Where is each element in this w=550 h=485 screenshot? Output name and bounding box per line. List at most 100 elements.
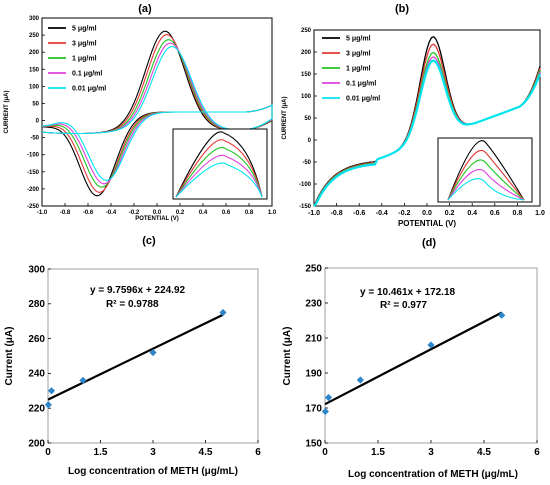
panel-d: (d) 150 170 190 210 230 250 0 1.5 3 4.5 6 y = 10.… [282, 237, 540, 480]
data-point [219, 308, 227, 317]
plot-d-equation: y = 10.461x + 172.18 [360, 287, 456, 298]
x-tick-label: 4.5 [477, 447, 491, 458]
y-tick-label: -200 [27, 187, 40, 193]
x-tick-label: -0.2 [398, 210, 410, 217]
plot-b-yticks: -150 -100 -50 0 50 100 150 200 250 [299, 28, 317, 210]
inset-curve [175, 147, 263, 198]
x-tick-label: 0 [45, 447, 51, 458]
y-tick-label: 300 [29, 16, 40, 22]
inset-curve [447, 178, 525, 201]
y-tick-label: 0 [36, 119, 40, 125]
x-tick-label: -0.4 [106, 210, 117, 216]
plot-d-ylabel: Current (μA) [282, 327, 293, 386]
y-tick-label: -100 [299, 182, 312, 188]
x-tick-label: 0 [322, 447, 328, 458]
y-tick-label: -150 [299, 204, 312, 210]
plot-b-inset [437, 137, 533, 203]
x-tick-label: 0.6 [222, 210, 231, 216]
y-tick-label: 250 [301, 28, 312, 34]
inset-curve [175, 139, 263, 198]
legend-label: 0.1 μg/ml [72, 70, 102, 77]
x-tick-label: 3 [150, 447, 156, 458]
inset-curve [447, 168, 525, 201]
data-point [324, 393, 333, 402]
y-tick-label: 220 [28, 404, 45, 415]
y-tick-label: 50 [304, 116, 311, 122]
panel-a: (a) -250 -200 -150 -100 -50 0 50 100 150 200 250 30… [4, 3, 277, 222]
panel-c: (c) 200 220 240 260 280 300 0 1.5 3 4.5 6 y = 9.7… [4, 235, 261, 477]
y-tick-label: 250 [29, 33, 40, 39]
plot-a-legend: 5 μg/ml 3 μg/ml 1 μg/ml 0.1 μg/ml 0.01 μg/ml [48, 25, 106, 92]
y-tick-label: 50 [32, 101, 39, 107]
x-tick-label: 1.0 [535, 210, 545, 217]
inset-curve [175, 162, 263, 198]
plot-d-fit [324, 311, 503, 406]
legend-label: 3 μg/ml [72, 40, 97, 47]
plot-a-ylabel: CURRENT (μA) [4, 90, 10, 133]
plot-c-yticks: 200 220 240 260 280 300 [28, 264, 51, 449]
y-tick-label: 230 [305, 298, 322, 309]
cv-curve [41, 46, 273, 181]
y-tick-label: 150 [301, 72, 312, 78]
x-tick-label: -1.0 [37, 210, 48, 216]
plot-a-inset [172, 128, 268, 200]
y-tick-label: 300 [28, 264, 45, 275]
y-tick-label: 150 [305, 438, 322, 449]
x-tick-label: 0.4 [199, 210, 208, 216]
x-tick-label: 4.5 [199, 447, 213, 458]
plot-c-ylabel: Current (μA) [4, 327, 15, 386]
x-tick-label: 1.0 [268, 210, 277, 216]
data-point [321, 407, 329, 416]
x-tick-label: -0.4 [376, 210, 388, 217]
y-tick-label: 240 [28, 369, 45, 380]
y-tick-label: 100 [29, 84, 40, 90]
plot-b-legend: 5 μg/ml 3 μg/ml 1 μg/ml 0.1 μg/ml 0.01 μg/ml [322, 35, 380, 102]
plot-c-fit [47, 313, 224, 401]
data-point [47, 387, 56, 395]
plot-c-r2: R² = 0.9788 [106, 299, 159, 310]
y-tick-label: 250 [305, 263, 322, 274]
plot-d-yticks: 150 170 190 210 230 250 [305, 263, 328, 449]
data-point [427, 341, 435, 349]
plot-d-r2: R² = 0.977 [380, 300, 427, 311]
x-tick-label: -0.8 [60, 210, 71, 216]
panel-a-title: (a) [138, 3, 152, 15]
plot-a-xticks: -1.0 -0.8 -0.6 -0.4 -0.2 0.0 0.2 0.4 0.6 0.8 1.0 [37, 203, 277, 216]
y-tick-label: 190 [305, 368, 322, 379]
y-tick-label: 210 [305, 333, 322, 344]
plot-d-xlabel: Log concentration of METH (μg/mL) [348, 469, 518, 480]
legend-label: 3 μg/ml [346, 50, 371, 57]
x-tick-label: 1.5 [94, 447, 108, 458]
plot-a-xlabel: POTENTIAL (V) [135, 216, 179, 222]
x-tick-label: -1.0 [308, 210, 320, 217]
x-tick-label: 0.4 [467, 210, 477, 217]
plot-c-points [44, 308, 227, 409]
plot-b-ylabel: CURRENT (μA) [282, 96, 288, 139]
legend-label: 5 μg/ml [72, 25, 97, 32]
y-tick-label: 100 [301, 94, 312, 100]
fit-line [47, 313, 224, 401]
y-tick-label: 260 [28, 334, 45, 345]
y-tick-label: -50 [302, 160, 311, 166]
y-tick-label: -250 [27, 204, 40, 210]
plot-c-equation: y = 9.7596x + 224.92 [90, 285, 186, 296]
y-tick-label: 200 [28, 438, 45, 449]
x-tick-label: 6 [255, 447, 261, 458]
legend-label: 1 μg/ml [346, 65, 371, 72]
y-tick-label: 200 [301, 50, 312, 56]
data-point [79, 376, 87, 384]
data-point [44, 401, 52, 409]
x-tick-label: 0.6 [490, 210, 500, 217]
x-tick-label: 0.0 [422, 210, 432, 217]
plot-b-xlabel: POTENTIAL (V) [398, 219, 456, 228]
x-tick-label: -0.2 [129, 210, 140, 216]
y-tick-label: 170 [305, 403, 322, 414]
y-tick-label: 0 [308, 138, 312, 144]
x-tick-label: 0.2 [445, 210, 455, 217]
legend-label: 0.1 μg/ml [346, 80, 376, 87]
plot-d-frame [324, 267, 538, 444]
y-tick-label: -150 [27, 170, 40, 176]
data-point [498, 311, 506, 319]
